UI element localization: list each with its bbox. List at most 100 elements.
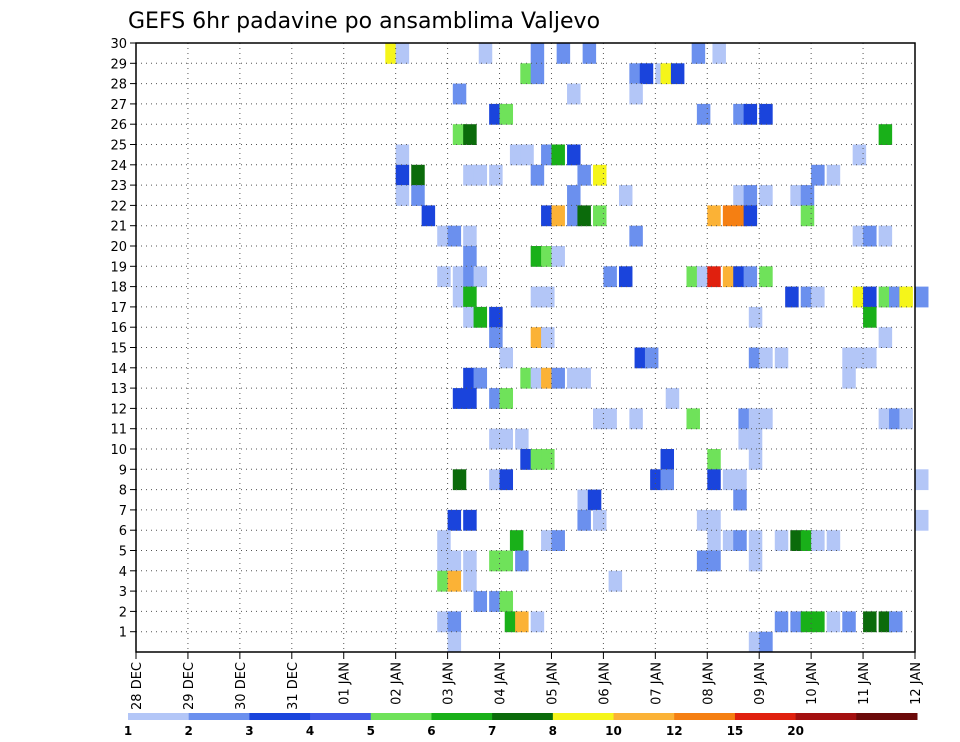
heatmap-cell	[691, 43, 706, 64]
x-tick-label: 11 JAN	[857, 662, 872, 705]
heatmap-cell	[759, 347, 773, 369]
legend-swatch	[431, 713, 493, 720]
heatmap-cell	[915, 286, 929, 308]
heatmap-cell	[712, 43, 726, 64]
heatmap-cell	[504, 611, 519, 633]
heatmap-cell	[733, 469, 747, 491]
legend-label: 12	[666, 724, 683, 738]
heatmap-cell	[473, 591, 488, 612]
y-tick-label: 21	[110, 220, 127, 235]
heatmap-cell	[629, 83, 643, 105]
heatmap-cell	[800, 185, 815, 206]
heatmap-cell	[826, 530, 841, 551]
x-tick-label: 02 JAN	[390, 662, 405, 705]
heatmap-cell	[520, 367, 534, 389]
y-tick-label: 7	[119, 504, 127, 519]
heatmap-cell	[852, 144, 867, 166]
heatmap-cell	[696, 266, 711, 288]
heatmap-cell	[551, 205, 565, 227]
heatmap-cell	[842, 611, 856, 633]
heatmap-cell	[733, 103, 747, 125]
heatmap-cell	[463, 286, 477, 308]
y-tick-label: 2	[119, 605, 127, 620]
y-tick-label: 17	[110, 301, 127, 316]
heatmap-cell	[660, 449, 675, 470]
heatmap-cell	[748, 428, 763, 450]
y-tick-label: 30	[110, 37, 127, 52]
heatmap-cell	[437, 225, 451, 247]
y-tick-label: 11	[110, 423, 127, 438]
heatmap-cell	[499, 428, 514, 450]
heatmap-cell	[748, 530, 763, 551]
legend-swatch	[795, 713, 857, 720]
heatmap-cell	[452, 124, 467, 145]
heatmap-cell	[463, 124, 477, 145]
heatmap-cell	[447, 570, 462, 592]
heatmap-cell	[733, 530, 747, 551]
heatmap-cell	[863, 286, 877, 308]
y-tick-label: 10	[110, 443, 127, 458]
heatmap-cell	[800, 530, 815, 551]
heatmap-cell	[722, 530, 737, 551]
legend-swatch	[128, 713, 190, 720]
heatmap-cell	[582, 43, 597, 64]
heatmap-cell	[593, 205, 607, 227]
heatmap-cell	[567, 144, 581, 166]
heatmap-cell	[696, 550, 711, 572]
heatmap-cell	[489, 591, 503, 612]
heatmap-cell	[463, 570, 477, 592]
heatmap-cell	[463, 388, 477, 409]
heatmap-cell	[473, 164, 488, 186]
heatmap-cell	[738, 428, 752, 450]
heatmap-cell	[577, 367, 591, 389]
x-tick-label: 01 JAN	[338, 662, 353, 705]
heatmap-cell	[509, 530, 524, 551]
heatmap-cell	[915, 469, 929, 491]
heatmap-cell	[577, 164, 591, 186]
heatmap-cell	[863, 611, 877, 633]
heatmap-cell	[567, 185, 581, 206]
heatmap-cell	[499, 469, 514, 491]
heatmap-cell	[722, 469, 737, 491]
heatmap-cell	[800, 205, 815, 227]
y-tick-label: 12	[110, 402, 127, 417]
heatmap-cell	[551, 530, 565, 551]
heatmap-cell	[915, 509, 929, 531]
y-tick-label: 8	[119, 484, 127, 499]
heatmap-cell	[618, 185, 633, 206]
heatmap-cell	[774, 347, 789, 369]
heatmap-cell	[811, 611, 825, 633]
heatmap-cell	[863, 225, 877, 247]
heatmap-cell	[541, 327, 555, 348]
heatmap-cell	[733, 489, 747, 511]
heatmap-cell	[743, 266, 758, 288]
heatmap-cell	[738, 408, 752, 430]
heatmap-cell	[733, 205, 747, 227]
heatmap-cell	[447, 611, 462, 633]
heatmap-cell	[489, 306, 503, 328]
heatmap-cell	[463, 550, 477, 572]
legend-label: 4	[306, 724, 314, 738]
x-tick-label: 28 DEC	[130, 662, 145, 710]
heatmap-cell	[452, 388, 467, 409]
y-tick-label: 9	[119, 463, 127, 478]
legend-label: 15	[727, 724, 744, 738]
heatmap-cell	[541, 449, 555, 470]
heatmap-cell	[811, 164, 825, 186]
legend-label: 3	[245, 724, 253, 738]
heatmap-cell	[473, 266, 488, 288]
heatmap-cell	[395, 144, 410, 166]
x-tick-label: 04 JAN	[494, 662, 509, 705]
legend-swatch	[674, 713, 736, 720]
heatmap-cell	[452, 286, 467, 308]
legend-label: 2	[185, 724, 193, 738]
legend-label: 20	[787, 724, 804, 738]
heatmap-cell	[842, 367, 856, 389]
heatmap-cell	[759, 631, 773, 653]
heatmap-cell	[774, 611, 789, 633]
heatmap-cell	[567, 205, 581, 227]
heatmap-cell	[660, 469, 675, 491]
heatmap-cell	[759, 185, 773, 206]
heatmap-cell	[686, 266, 700, 288]
heatmap-cell	[541, 286, 555, 308]
